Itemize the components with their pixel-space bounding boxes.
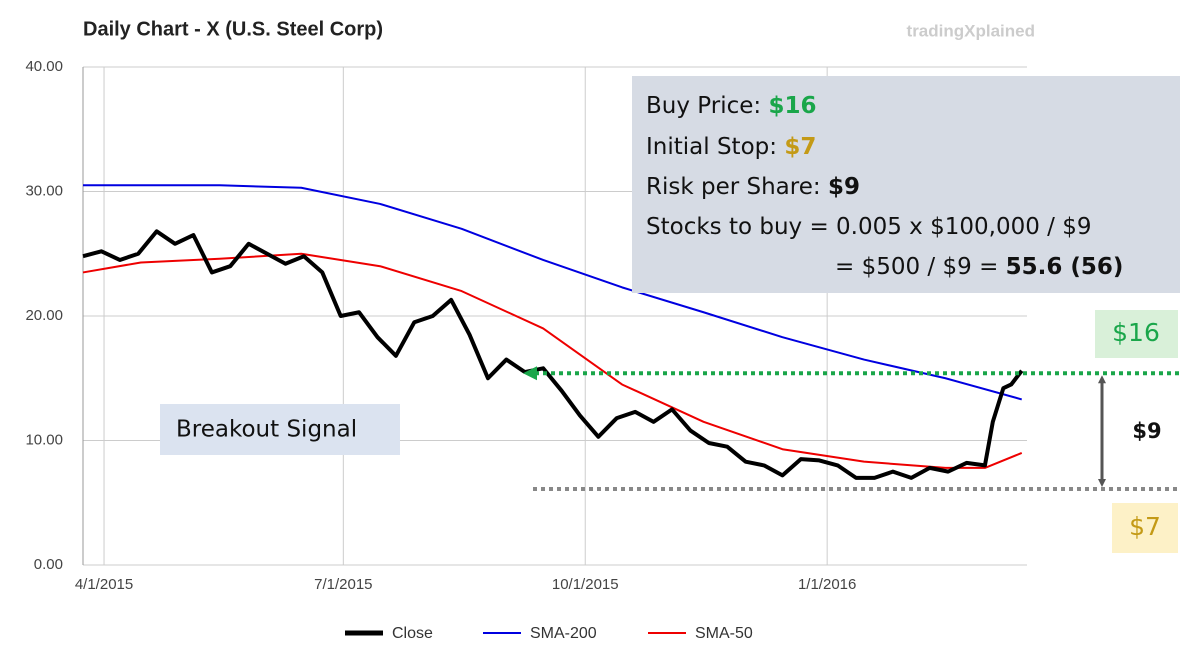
buy-label: $16 [1112,318,1160,347]
info-text: Buy Price: [646,93,768,119]
breakout-box [160,404,400,455]
info-text: Initial Stop: [646,134,784,160]
info-value: $9 [828,174,860,200]
y-tick-label: 30.00 [25,182,63,199]
legend-label: Close [392,625,433,642]
info-text: Risk per Share: [646,174,828,200]
x-tick-label: 7/1/2015 [314,576,372,593]
legend-label: SMA-50 [695,625,753,642]
stop-label: $7 [1129,512,1161,541]
watermark: tradingXplained [907,21,1035,40]
y-tick-label: 0.00 [34,556,63,573]
info-value: 55.6 (56) [1006,254,1124,280]
grid: 0.00 10.00 20.00 30.00 40.00 4/1/2015 7/1/2015… [25,58,1027,593]
info-value: $16 [768,93,816,119]
x-tick-label: 1/1/2016 [798,576,856,593]
info-line: = $500 / $9 = 55.6 (56) [835,254,1123,280]
buy-arrowhead [523,366,537,381]
chart-title: Daily Chart - X (U.S. Steel Corp) [83,18,383,40]
plot [82,184,1024,480]
x-tick-label: 10/1/2015 [552,576,619,593]
legend: Close SMA-200 SMA-50 [345,625,753,642]
info-value: $7 [784,134,816,160]
info-box [632,76,1180,293]
info-line: Initial Stop: $7 [646,134,816,160]
y-tick-label: 20.00 [25,307,63,324]
info-text: Stocks to buy = 0.005 x $100,000 / $9 [646,214,1092,240]
info-line: Risk per Share: $9 [646,174,860,200]
risk-label: $9 [1132,419,1161,443]
annotations: Breakout Signal $16 $7 $9 Buy Price: $16… [160,76,1180,553]
info-line: Buy Price: $16 [646,93,816,119]
series-line [83,184,1023,401]
info-line: Stocks to buy = 0.005 x $100,000 / $9 [646,214,1092,240]
stop-box [1112,503,1178,553]
legend-label: SMA-200 [530,625,597,642]
buy-box [1095,310,1178,358]
breakout-label: Breakout Signal [176,417,357,443]
y-tick-label: 40.00 [25,58,63,75]
y-tick-label: 10.00 [25,431,63,448]
x-tick-label: 4/1/2015 [75,576,133,593]
series-line [82,229,1024,480]
info-text: = $500 / $9 = [835,254,1006,280]
